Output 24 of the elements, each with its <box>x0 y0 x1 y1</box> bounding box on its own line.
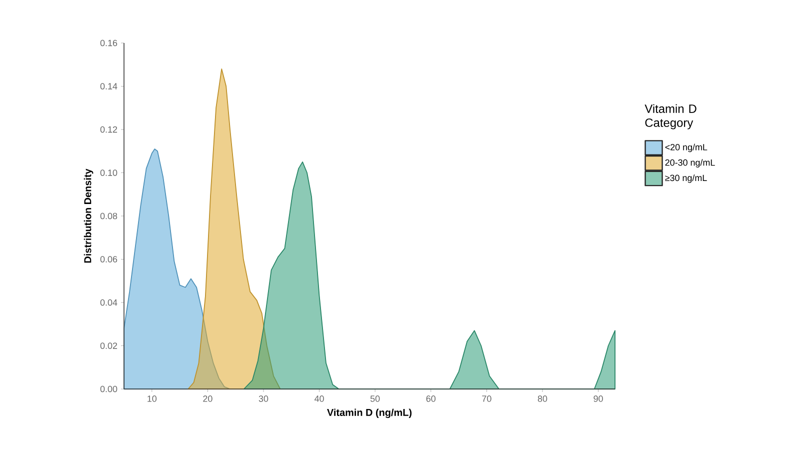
legend-label: 20-30 ng/mL <box>665 159 715 168</box>
x-tick-label: 60 <box>426 396 436 402</box>
legend-label: ≥30 ng/mL <box>665 174 707 183</box>
x-tick-label: 10 <box>148 396 157 402</box>
x-tick-label: 20 <box>203 396 212 402</box>
x-tick-label: 70 <box>482 396 492 402</box>
y-tick-label: 0.10 <box>100 170 118 176</box>
x-tick-label: 50 <box>370 396 380 402</box>
y-tick-label: 0.04 <box>100 299 118 306</box>
y-tick-label: 0.02 <box>100 342 118 349</box>
x-tick-label: 80 <box>538 396 548 402</box>
y-tick-label: 0.06 <box>100 256 118 262</box>
x-axis-title: Vitamin D (ng/mL) <box>327 408 412 418</box>
y-tick-label: 0.12 <box>100 126 118 133</box>
y-tick-label: 0.14 <box>100 83 118 90</box>
y-tick-label: 0.00 <box>100 386 118 392</box>
legend-label: <20 ng/mL <box>665 144 708 152</box>
x-tick-label: 40 <box>314 396 324 402</box>
y-tick-label: 0.16 <box>100 40 118 46</box>
x-tick-label: 30 <box>258 396 268 402</box>
x-tick-label: 90 <box>594 396 603 402</box>
y-tick-label: 0.08 <box>100 212 118 220</box>
y-axis-title: Distribution Density <box>84 168 94 263</box>
legend-title: Vitamin D Category <box>644 104 696 130</box>
